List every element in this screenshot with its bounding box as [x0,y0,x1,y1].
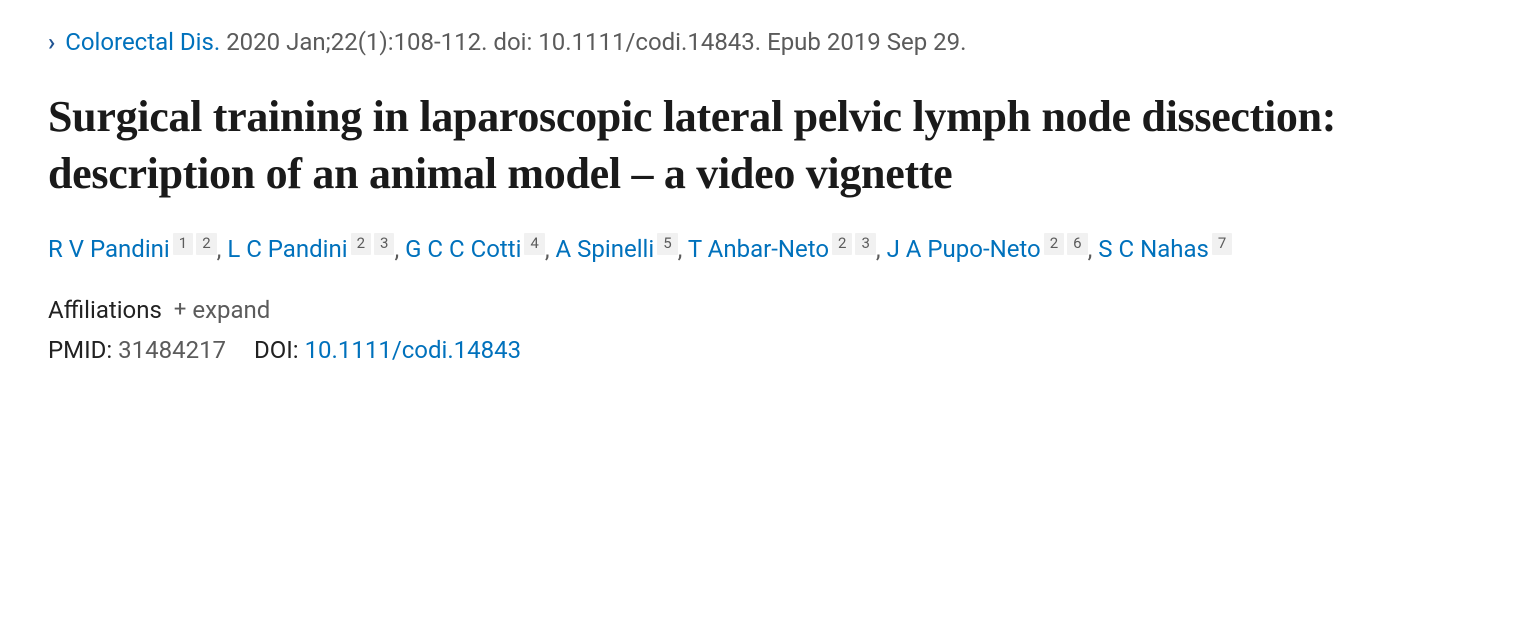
citation-line: › Colorectal Dis. 2020 Jan;22(1):108-112… [48,24,1488,60]
citation-meta: 2020 Jan;22(1):108-112. doi: 10.1111/cod… [226,28,966,56]
journal-link[interactable]: Colorectal Dis. [65,28,220,56]
affiliation-ref[interactable]: 3 [855,233,875,255]
author-link[interactable]: A Spinelli [556,235,655,263]
author-link[interactable]: L C Pandini [227,235,347,263]
expand-label: expand [192,296,270,324]
affiliation-ref[interactable]: 3 [374,233,394,255]
pmid-value: 31484217 [118,336,226,364]
affiliation-ref[interactable]: 7 [1212,233,1232,255]
affiliation-ref[interactable]: 5 [657,233,677,255]
affiliation-ref[interactable]: 2 [351,233,371,255]
author-separator: , [678,235,688,263]
chevron-right-icon[interactable]: › [48,28,55,56]
author-link[interactable]: R V Pandini [48,235,170,263]
pmid-label: PMID: [48,336,112,364]
author-separator: , [1088,235,1099,263]
author-separator: , [217,235,228,263]
affiliation-ref[interactable]: 2 [832,233,852,255]
doi-link[interactable]: 10.1111/codi.14843 [305,336,522,364]
affiliation-ref[interactable]: 1 [173,233,193,255]
author-link[interactable]: J A Pupo-Neto [887,235,1041,263]
author-link[interactable]: S C Nahas [1098,235,1209,263]
authors-list: R V Pandini12, L C Pandini23, G C C Cott… [48,228,1488,271]
identifiers-row: PMID: 31484217 DOI: 10.1111/codi.14843 [48,336,1488,364]
affiliations-row: Affiliations + expand [48,296,1488,324]
author-separator: , [876,235,887,263]
author-separator: , [545,235,556,263]
doi-label: DOI: [254,336,299,364]
author-separator: , [394,235,405,263]
affiliation-ref[interactable]: 6 [1067,233,1087,255]
affiliation-ref[interactable]: 2 [196,233,216,255]
expand-affiliations-button[interactable]: + expand [174,296,270,324]
article-title: Surgical training in laparoscopic latera… [48,88,1488,202]
affiliations-label: Affiliations [48,296,162,324]
affiliation-ref[interactable]: 2 [1044,233,1064,255]
plus-icon: + [174,297,186,322]
author-link[interactable]: T Anbar-Neto [688,235,829,263]
author-link[interactable]: G C C Cotti [405,235,521,263]
affiliation-ref[interactable]: 4 [524,233,544,255]
